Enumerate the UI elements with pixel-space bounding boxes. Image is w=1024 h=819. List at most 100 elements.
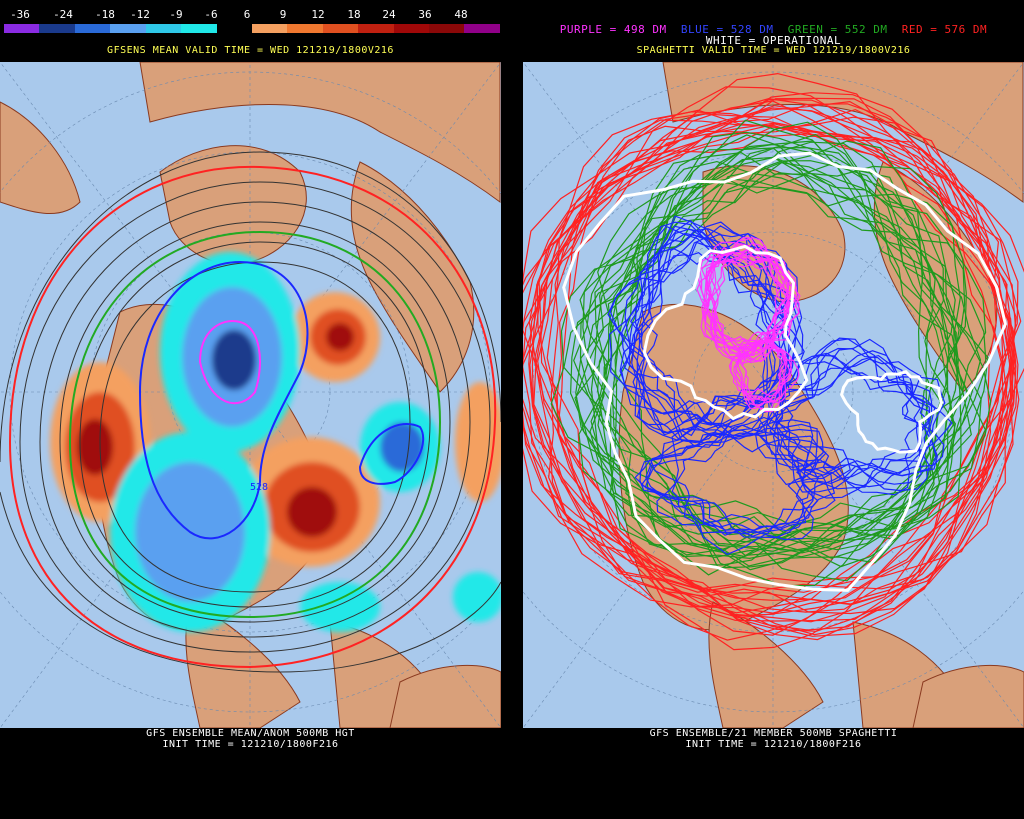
ensemble-mean-panel: -36 -24 -18 -12 -9 -6 6 9 12 18 24 36 48… [0, 0, 501, 819]
blue-member-contour [640, 424, 819, 541]
colorbar-tick: -6 [204, 8, 218, 21]
purple-member-contour [741, 341, 800, 406]
spaghetti-green-552 [550, 119, 992, 587]
contour-label-528: 528 [250, 482, 268, 493]
blue-member-contour [769, 338, 930, 485]
legend-blue: BLUE = 528 DM [680, 23, 774, 36]
colorbar-tick: 48 [454, 8, 468, 21]
blue-member-contour [624, 244, 790, 448]
colorbar-swatch [287, 24, 323, 33]
red-member-contour [523, 86, 1014, 608]
colorbar-swatch [358, 24, 394, 33]
red-member-contour [523, 100, 1009, 613]
spaghetti-valid-time: SPAGHETTI VALID TIME = WED 121219/1800V2… [636, 45, 911, 56]
legend-red: RED = 576 DM [901, 23, 988, 36]
anomaly-colorbar [4, 24, 500, 33]
colorbar-swatch [429, 24, 465, 33]
spaghetti-map [523, 62, 1024, 728]
green-member-contour [579, 181, 987, 560]
green-member-contour [550, 156, 956, 558]
spaghetti-panel: PURPLE = 498 DM BLUE = 528 DM GREEN = 55… [523, 0, 1024, 819]
green-member-contour [575, 131, 986, 548]
colorbar-tick: 24 [382, 8, 396, 21]
green-member-contour [609, 140, 982, 552]
colorbar-swatch [393, 24, 430, 33]
legend-green: GREEN = 552 DM [787, 23, 888, 36]
operational-contour [562, 151, 1007, 592]
colorbar-swatch [251, 24, 288, 33]
mean-map-svg: 528 [0, 62, 501, 728]
colorbar-swatch [4, 24, 40, 33]
528dm-contour-east [358, 422, 425, 485]
spaghetti-footer-line1: GFS ENSEMBLE/21 MEMBER 500MB SPAGHETTI [649, 728, 898, 739]
purple-member-contour [735, 339, 787, 410]
blue-member-contour [631, 215, 791, 440]
legend-purple: PURPLE = 498 DM [559, 23, 667, 36]
green-member-contour [596, 147, 969, 576]
blue-member-contour [645, 423, 818, 536]
552dm-contour [68, 230, 442, 619]
528dm-contour [138, 260, 309, 540]
colorbar-swatch [145, 24, 182, 33]
panel-divider [501, 0, 523, 819]
colorbar-tick: -24 [53, 8, 73, 21]
blue-member-contour [671, 428, 836, 556]
green-member-contour [582, 162, 956, 568]
blue-member-contour [779, 360, 953, 490]
colorbar-tick: -12 [130, 8, 150, 21]
colorbar-swatch [464, 24, 500, 33]
operational-contour [839, 369, 944, 454]
blue-member-contour [650, 433, 851, 535]
colorbar-tick: -18 [95, 8, 115, 21]
mean-footer-line2: INIT TIME = 121210/1800F216 [162, 739, 339, 750]
mean-valid-time: GFSENS MEAN VALID TIME = WED 121219/1800… [107, 45, 394, 56]
colorbar-swatch [74, 24, 111, 33]
purple-member-contour [728, 336, 786, 403]
ensemble-mean-map: 528 [0, 62, 501, 728]
height-contours [0, 151, 501, 673]
colorbar-swatch [322, 24, 359, 33]
red-member-contour [523, 92, 1015, 637]
red-member-contour [523, 98, 1013, 615]
colorbar-tick-labels: -36 -24 -18 -12 -9 -6 6 9 12 18 24 36 48 [0, 8, 500, 21]
spaghetti-purple-498 [696, 236, 801, 413]
blue-member-contour [634, 428, 824, 534]
colorbar-tick: 36 [418, 8, 432, 21]
blue-member-contour [774, 352, 946, 499]
green-member-contour [578, 146, 972, 552]
colorbar-swatch [110, 24, 146, 33]
blue-member-contour [644, 419, 820, 539]
576dm-contour [8, 165, 497, 669]
red-member-contour [528, 97, 1011, 636]
colorbar-tick: 9 [279, 8, 287, 21]
colorbar-tick: 18 [347, 8, 361, 21]
green-member-contour [611, 134, 962, 566]
spaghetti-map-svg [523, 62, 1024, 728]
spaghetti-operational [562, 151, 1007, 592]
colorbar-tick: -36 [10, 8, 30, 21]
red-member-contour [546, 125, 1007, 636]
spaghetti-footer-line2: INIT TIME = 121210/1800F216 [685, 739, 862, 750]
red-member-contour [538, 122, 1022, 614]
spaghetti-legend: PURPLE = 498 DM BLUE = 528 DM GREEN = 55… [523, 23, 1024, 36]
green-member-contour [569, 143, 957, 552]
blue-member-contour [639, 433, 827, 537]
blue-member-contour [634, 228, 788, 426]
498dm-contour [198, 320, 261, 405]
colorbar-tick: -9 [169, 8, 183, 21]
red-member-contour [534, 72, 1020, 606]
legend-white: WHITE = OPERATIONAL [705, 34, 842, 47]
red-member-contour [523, 100, 1017, 593]
blue-member-contour [755, 347, 939, 480]
colorbar-swatch [39, 24, 75, 33]
green-member-contour [589, 160, 992, 571]
colorbar-swatch [181, 24, 217, 33]
colorbar-swatch [216, 24, 252, 33]
mean-footer-line1: GFS ENSEMBLE MEAN/ANOM 500MB HGT [146, 728, 355, 739]
operational-contour [642, 244, 809, 421]
green-member-contour [573, 165, 961, 587]
colorbar-tick: 6 [243, 8, 251, 21]
blue-member-contour [767, 350, 931, 492]
colorbar-tick: 12 [311, 8, 325, 21]
red-member-contour [531, 116, 1016, 641]
